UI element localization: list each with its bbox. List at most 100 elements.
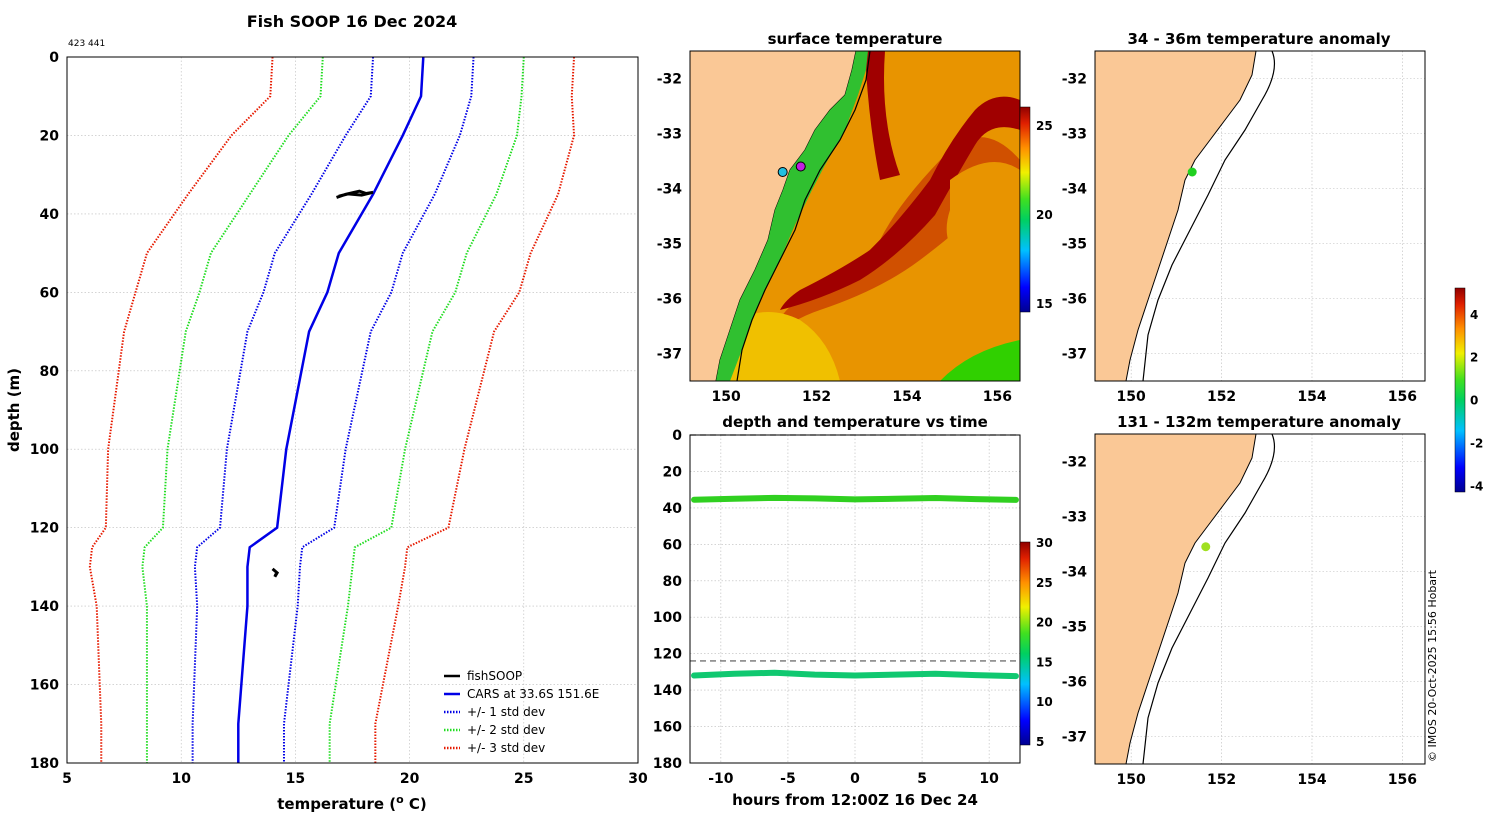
profile-xtick-label: 5	[62, 771, 72, 787]
profile-ytick-label: 180	[30, 756, 59, 772]
time-colorbar-tick: 30	[1036, 536, 1053, 550]
sst-eddy	[946, 162, 1020, 270]
legend-label: +/- 3 std dev	[467, 741, 545, 755]
sst-isobath	[736, 51, 871, 381]
time-xlabel: hours from 12:00Z 16 Dec 24	[732, 791, 978, 809]
time-grid	[690, 434, 1020, 764]
profile-ytick-label: 80	[40, 364, 60, 380]
profile-ytick-label: 20	[40, 128, 60, 144]
map-ytick-label: -37	[1062, 730, 1087, 746]
map-xtick-label: 154	[892, 389, 921, 405]
time-colorbar-tick: 20	[1036, 616, 1053, 630]
map-xtick-label: 156	[983, 389, 1012, 405]
time-ytick-label: 120	[653, 647, 682, 663]
map-xtick-label: 150	[712, 389, 741, 405]
sst-cool-south	[720, 312, 840, 381]
anomaly-lower-title: 131 - 132m temperature anomaly	[1117, 413, 1401, 431]
map-ytick-label: -33	[1062, 127, 1087, 143]
anomaly-map-lower: 131 - 132m temperature anomaly 150 152 154…	[1062, 413, 1426, 789]
map-ytick-label: -35	[657, 237, 682, 253]
sst-colorbar-tick: 15	[1036, 297, 1053, 311]
profile-ytick-label: 0	[49, 50, 59, 66]
legend-label: CARS at 33.6S 151.6E	[467, 687, 599, 701]
anomaly-lower-ticks: 150 152 154 156 -32 -33 -34 -35 -36 -37	[1062, 455, 1417, 789]
sst-shelf-water	[716, 51, 868, 381]
time-colorbar-ticks: 5 10 15 20 25 30	[1036, 536, 1053, 749]
cars-plus-1sd	[282, 56, 475, 763]
fishsoop-trace	[271, 567, 280, 578]
map-ytick-label: -36	[1062, 292, 1087, 308]
map-xtick-label: 150	[1117, 772, 1146, 788]
sst-marker-fish	[795, 161, 806, 172]
legend-label: fishSOOP	[467, 669, 522, 683]
anomaly-colorbar-tick: -2	[1470, 437, 1483, 451]
anomaly-colorbar-ticks: 4 2 0 -2 -4	[1470, 308, 1483, 494]
anomaly-colorbar-tick: -4	[1470, 480, 1483, 494]
time-xtick-label: -10	[708, 771, 734, 787]
profile-ylabel: depth (m)	[5, 368, 23, 452]
time-colorbar-tick: 10	[1036, 695, 1053, 709]
map-ytick-label: -34	[1062, 182, 1088, 198]
time-chart: depth and temperature vs time -10 -5 0 5 100…	[653, 413, 1053, 809]
anomaly-lower-point	[1201, 542, 1211, 552]
time-ytick-label: 80	[663, 574, 683, 590]
time-xtick-label: 0	[850, 771, 860, 787]
anomaly-colorbar-tick: 0	[1470, 394, 1478, 408]
profile-ytick-label: 100	[30, 442, 59, 458]
cars-profile-line	[237, 56, 425, 763]
figure-title: Fish SOOP 16 Dec 2024	[247, 12, 457, 31]
id-label: 423 441	[68, 39, 105, 49]
time-ytick-label: 60	[663, 537, 683, 553]
legend-label: +/- 2 std dev	[467, 723, 545, 737]
profile-ytick-label: 40	[40, 207, 60, 223]
profile-lines	[88, 56, 576, 763]
time-colorbar-tick: 5	[1036, 735, 1044, 749]
anomaly-lower-isobath	[1142, 434, 1275, 764]
sst-ticks: 150 152 154 156 -32 -33 -34 -35 -36 -37	[657, 72, 1012, 406]
sst-cold-patch	[940, 340, 1020, 381]
anomaly-map-upper: 34 - 36m temperature anomaly 150 152 154 15…	[1062, 30, 1426, 405]
time-series-line	[691, 494, 1019, 503]
map-xtick-label: 150	[1117, 389, 1146, 405]
map-xtick-label: 152	[802, 389, 831, 405]
profile-xlabel: temperature (o C)	[277, 793, 427, 813]
cars-minus-1sd	[191, 56, 375, 763]
time-ytick-label: 160	[653, 720, 682, 736]
map-xtick-label: 154	[1297, 772, 1326, 788]
cars-plus-2sd	[328, 56, 525, 763]
anomaly-upper-isobath	[1142, 51, 1275, 381]
time-title: depth and temperature vs time	[722, 413, 988, 431]
map-ytick-label: -36	[657, 292, 682, 308]
time-xtick-label: 5	[917, 771, 927, 787]
time-ytick-label: 100	[653, 610, 682, 626]
map-ytick-label: -36	[1062, 675, 1087, 691]
sst-colorbar	[1019, 106, 1031, 313]
anomaly-upper-land	[1095, 51, 1257, 381]
time-series-line	[691, 669, 1019, 680]
credit-text: © IMOS 20-Oct-2025 15:56 Hobart	[1426, 569, 1439, 762]
cars-plus-3sd	[374, 56, 576, 763]
sst-colorbar-tick: 20	[1036, 208, 1053, 222]
profile-xtick-label: 30	[628, 771, 648, 787]
time-xtick-label: -5	[780, 771, 796, 787]
map-ytick-label: -32	[1062, 72, 1087, 88]
sst-map: surface temperature 150 152 154 156 -32 -33 -3…	[657, 30, 1053, 405]
anomaly-lower-land	[1095, 434, 1257, 764]
cars-minus-2sd	[141, 56, 324, 763]
anomaly-colorbar	[1454, 287, 1466, 493]
time-xtick-label: 10	[979, 771, 999, 787]
time-ytick-label: 40	[663, 501, 683, 517]
profile-ticks: 5 10 15 20 25 30 0 20 40 60 80 100 120 140 160 180	[30, 50, 648, 787]
anomaly-lower-axes-box	[1094, 433, 1426, 765]
time-colorbar-tick: 25	[1036, 576, 1053, 590]
profile-xtick-label: 20	[400, 771, 420, 787]
anomaly-upper-point	[1187, 167, 1197, 177]
legend-label: +/- 1 std dev	[467, 705, 545, 719]
map-ytick-label: -35	[1062, 620, 1087, 636]
map-ytick-label: -32	[657, 72, 682, 88]
cars-minus-3sd	[88, 56, 274, 763]
map-ytick-label: -35	[1062, 237, 1087, 253]
map-ytick-label: -33	[1062, 510, 1087, 526]
